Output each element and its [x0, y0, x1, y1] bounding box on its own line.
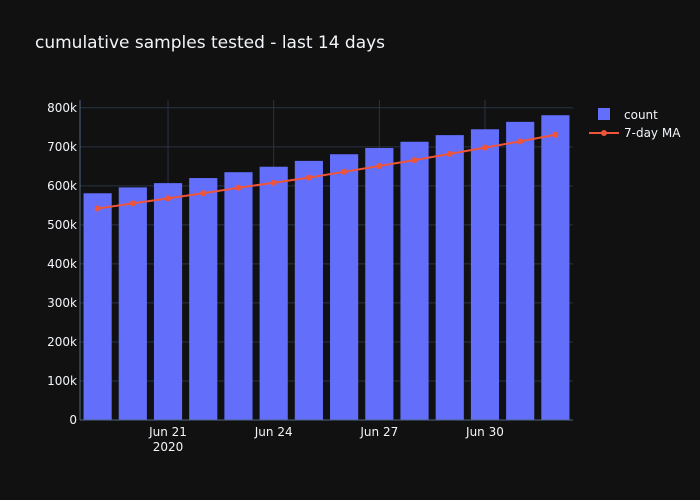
legend-marker-ma[interactable]	[601, 130, 607, 136]
bar[interactable]	[259, 166, 288, 420]
y-tick-label: 300k	[47, 296, 77, 310]
y-tick-label: 800k	[47, 101, 77, 115]
x-tick-label: Jun 24	[254, 425, 293, 439]
ma-point[interactable]	[446, 150, 453, 157]
bar[interactable]	[435, 135, 464, 420]
y-tick-label: 400k	[47, 257, 77, 271]
ma-point[interactable]	[411, 157, 418, 164]
ma-point[interactable]	[376, 162, 383, 169]
bar[interactable]	[118, 187, 147, 420]
chart-title: cumulative samples tested - last 14 days	[35, 33, 386, 53]
bar[interactable]	[189, 178, 218, 420]
bar[interactable]	[400, 141, 429, 420]
ma-point[interactable]	[235, 184, 242, 191]
bar[interactable]	[470, 129, 500, 420]
ma-point[interactable]	[94, 205, 101, 212]
y-tick-label: 100k	[47, 374, 77, 388]
bar[interactable]	[506, 121, 535, 420]
bar[interactable]	[83, 193, 112, 420]
y-tick-label: 700k	[47, 140, 77, 154]
bar[interactable]	[294, 160, 323, 420]
legend-label-ma[interactable]: 7-day MA	[624, 126, 681, 140]
legend-label-count[interactable]: count	[624, 108, 658, 122]
x-tick-sublabel: 2020	[153, 440, 184, 454]
ma-point[interactable]	[517, 138, 524, 145]
bar[interactable]	[541, 115, 570, 420]
ma-point[interactable]	[341, 168, 348, 175]
bar[interactable]	[330, 154, 359, 420]
ma-point[interactable]	[552, 131, 559, 138]
ma-point[interactable]	[129, 200, 136, 207]
ma-point[interactable]	[481, 144, 488, 151]
bar[interactable]	[365, 148, 394, 420]
x-tick-label: Jun 21	[148, 425, 187, 439]
ma-line[interactable]	[97, 133, 556, 210]
bar[interactable]	[153, 183, 183, 420]
legend-swatch-count[interactable]	[598, 108, 610, 120]
x-tick-label: Jun 30	[465, 425, 504, 439]
y-tick-label: 600k	[47, 179, 77, 193]
y-tick-label: 200k	[47, 335, 77, 349]
x-tick-label: Jun 27	[359, 425, 398, 439]
ma-point[interactable]	[270, 179, 277, 186]
ma-point[interactable]	[200, 190, 207, 197]
y-tick-label: 0	[69, 413, 77, 427]
bar[interactable]	[224, 172, 253, 420]
ma-point[interactable]	[305, 174, 312, 181]
ma-point[interactable]	[165, 195, 172, 202]
y-tick-label: 500k	[47, 218, 77, 232]
